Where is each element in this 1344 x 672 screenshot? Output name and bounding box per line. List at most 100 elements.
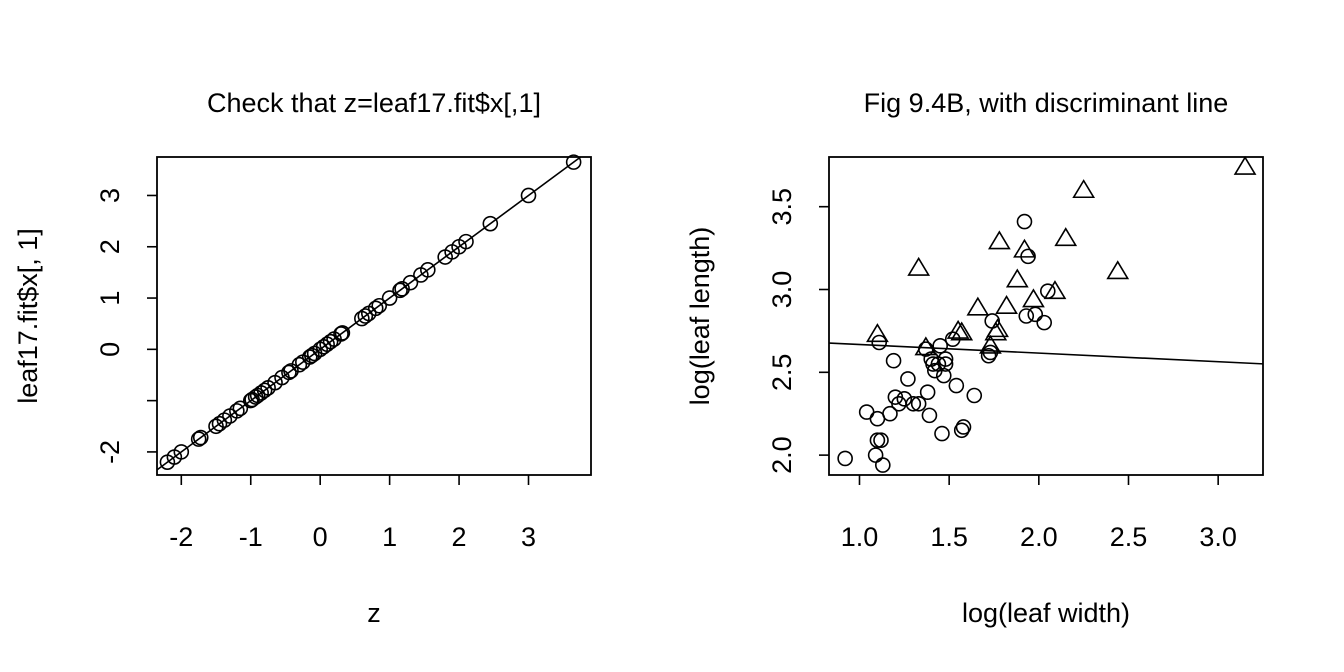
right-circle-point	[871, 334, 888, 351]
left-marks	[156, 154, 582, 471]
left-circle-point	[392, 282, 408, 299]
right-x-axis: 1.0 1.5 2.0 2.5 3.0	[841, 475, 1237, 552]
left-circle-point	[173, 444, 190, 460]
right-circle-point	[921, 407, 938, 424]
right-triangle-point	[907, 256, 931, 276]
right-triangle-point	[946, 319, 970, 339]
right-x-tick-label: 2.0	[1020, 522, 1058, 552]
right-x-axis-label: log(leaf width)	[962, 598, 1130, 628]
left-panel: Check that z=leaf17.fit$x[,1] -2 -1 0 1 2 3 -…	[13, 88, 592, 628]
left-circle-point	[420, 262, 436, 278]
right-points	[837, 155, 1257, 473]
left-x-tick-label: 1	[382, 522, 397, 552]
left-y-tick-label: -2	[95, 440, 125, 464]
left-circle-point	[301, 349, 318, 365]
left-x-tick-label: -1	[239, 522, 263, 552]
right-triangle-point	[966, 296, 990, 316]
left-y-tick-label: 1	[95, 291, 125, 306]
left-circle-point	[232, 400, 249, 417]
right-circle-point	[937, 351, 954, 367]
right-circle-point	[875, 457, 891, 473]
left-circle-point	[291, 356, 308, 373]
left-circle-point	[229, 403, 245, 419]
right-circle-point	[896, 391, 913, 407]
right-triangle-point	[1022, 288, 1045, 308]
right-triangle-point	[1013, 238, 1036, 258]
right-triangle-point	[1005, 268, 1029, 288]
right-circle-point	[980, 347, 997, 364]
right-triangle-point	[914, 336, 938, 356]
right-circle-point	[919, 384, 936, 400]
right-circle-point	[935, 367, 952, 384]
left-circle-point	[371, 297, 388, 314]
right-circle-point	[1016, 213, 1033, 230]
right-y-tick-label: 2.5	[767, 354, 797, 392]
left-circle-point	[367, 300, 384, 317]
right-circle-point	[937, 356, 954, 372]
left-y-axis-label: leaf17.fit$x[, 1]	[13, 228, 43, 404]
left-circle-point	[334, 325, 351, 341]
right-triangle-point	[1043, 280, 1067, 300]
right-circle-point	[905, 395, 922, 412]
right-circle-point	[1018, 308, 1035, 324]
right-circle-point	[953, 422, 970, 439]
right-triangle-point	[950, 321, 974, 341]
left-circle-point	[190, 431, 207, 447]
left-circle-point	[357, 308, 374, 324]
right-discriminant-line	[828, 342, 1264, 365]
right-x-tick-label: 1.5	[930, 522, 968, 552]
right-circle-point	[900, 371, 916, 387]
right-circle-point	[1036, 314, 1053, 331]
left-circle-point	[458, 233, 474, 250]
right-circle-point	[869, 432, 886, 449]
right-marks	[828, 155, 1264, 473]
right-triangle-point	[866, 323, 889, 343]
right-circle-point	[955, 419, 972, 435]
left-x-tick-label: 2	[452, 522, 467, 552]
right-triangle-point	[1054, 227, 1078, 247]
right-circle-point	[934, 425, 950, 442]
left-y-tick-label: 2	[95, 239, 125, 254]
left-circle-point	[256, 382, 273, 399]
right-circle-point	[966, 387, 983, 404]
left-circle-point	[482, 215, 499, 232]
right-x-tick-label: 3.0	[1199, 522, 1237, 552]
left-points	[159, 154, 582, 470]
left-circle-point	[381, 290, 398, 306]
right-circle-point	[910, 395, 927, 412]
right-plot-frame	[828, 156, 1264, 476]
right-circle-point	[932, 338, 948, 354]
right-circle-point	[948, 377, 965, 394]
left-y-axis: -2 0 1 2 3	[95, 188, 157, 464]
left-circle-point	[211, 415, 228, 432]
left-circle-point	[322, 333, 339, 350]
right-triangle-point	[987, 230, 1011, 250]
right-y-tick-label: 2.0	[767, 436, 797, 474]
right-panel: Fig 9.4B, with discriminant line 1.0 1.5 2…	[685, 88, 1264, 628]
left-circle-point	[402, 274, 419, 291]
right-x-tick-label: 2.5	[1110, 522, 1148, 552]
left-x-axis-label: z	[367, 598, 381, 628]
left-x-tick-label: -2	[169, 522, 193, 552]
right-triangle-point	[986, 318, 1009, 338]
right-circle-point	[873, 432, 889, 449]
left-circle-point	[281, 364, 297, 381]
left-reference-line	[156, 156, 582, 471]
right-y-tick-label: 3.0	[767, 271, 797, 309]
left-circle-point	[192, 429, 209, 446]
left-circle-point	[333, 326, 349, 342]
left-circle-point	[565, 154, 582, 170]
right-triangle-point	[1106, 260, 1130, 280]
right-circle-point	[885, 352, 902, 369]
right-y-axis: 2.0 2.5 3.0 3.5	[767, 188, 829, 474]
left-x-tick-label: 0	[313, 522, 328, 552]
left-plot-frame	[156, 156, 592, 476]
left-circle-point	[520, 187, 537, 204]
right-circle-point	[837, 450, 853, 467]
right-triangle-point	[979, 334, 1002, 354]
right-y-tick-label: 3.5	[767, 188, 797, 226]
left-y-tick-label: 3	[95, 188, 125, 203]
right-chart-title: Fig 9.4B, with discriminant line	[864, 88, 1229, 118]
left-y-tick-label: 0	[95, 342, 125, 357]
